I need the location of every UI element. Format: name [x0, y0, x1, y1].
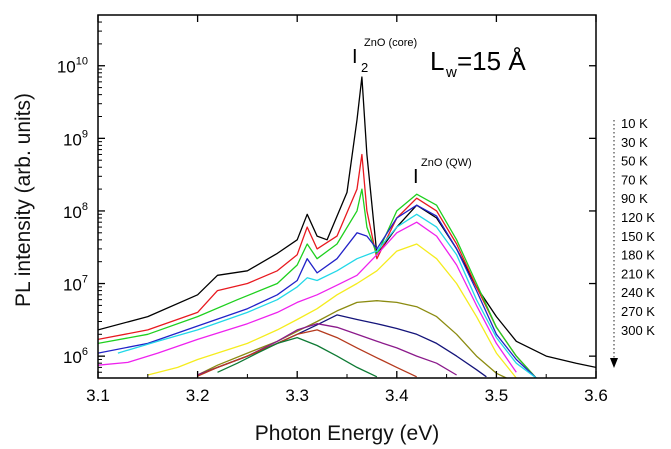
y-axis: 106 107 108 109 1010 — [57, 14, 596, 373]
legend-label: 240 K — [621, 285, 655, 300]
series-line-50k — [98, 188, 537, 378]
legend-label: 180 K — [621, 248, 655, 263]
lw-value: =15 Å — [457, 46, 526, 76]
legend-label: 50 K — [621, 154, 648, 169]
series-line-270k — [197, 329, 417, 378]
x-tick-label: 3.1 — [86, 386, 110, 405]
series-line-180k — [197, 300, 507, 378]
temperature-legend: 10 K 30 K 50 K 70 K 90 K 120 K 150 K 180 K 210 K… — [610, 116, 655, 368]
x-tick-label: 3.3 — [285, 386, 309, 405]
y-tick-label: 107 — [63, 274, 88, 295]
legend-label: 150 K — [621, 229, 655, 244]
core-peak-annotation: I 2 ZnO (core) — [352, 37, 417, 75]
x-axis: 3.1 3.2 3.3 3.4 3.5 3.6 — [86, 15, 608, 405]
series-line-70k — [98, 204, 537, 378]
core-peak-symbol: I — [352, 46, 358, 68]
qw-peak-annotation: I ZnO (QW) — [413, 157, 472, 188]
lw-subscript: w — [445, 64, 457, 81]
qw-peak-symbol: I — [413, 166, 419, 188]
x-tick-label: 3.6 — [584, 386, 608, 405]
legend-label: 10 K — [621, 116, 648, 131]
legend-arrow-head — [610, 358, 618, 368]
lw-symbol: L — [430, 46, 444, 76]
y-tick-label: 106 — [63, 346, 88, 367]
legend-label: 210 K — [621, 266, 655, 281]
legend-label: 270 K — [621, 304, 655, 319]
y-tick-label: 1010 — [57, 56, 88, 77]
qw-peak-superscript: ZnO (QW) — [421, 157, 472, 169]
y-tick-label: 109 — [63, 128, 88, 149]
core-peak-subscript: 2 — [361, 60, 368, 75]
series-line-300k — [217, 336, 378, 378]
y-axis-title: PL intensity (arb. units) — [12, 93, 35, 307]
spectra-curves — [98, 76, 596, 378]
core-peak-superscript: ZnO (core) — [364, 37, 417, 49]
series-line-10k — [98, 76, 596, 369]
legend-label: 120 K — [621, 210, 655, 225]
y-tick-label: 108 — [63, 201, 88, 222]
legend-label: 300 K — [621, 323, 655, 338]
x-tick-label: 3.2 — [186, 386, 210, 405]
well-width-label: L w =15 Å — [430, 46, 526, 81]
series-line-240k — [197, 323, 457, 376]
legend-label: 30 K — [621, 135, 648, 150]
x-axis-title: Photon Energy (eV) — [255, 422, 439, 445]
series-line-90k — [117, 213, 537, 378]
legend-label: 70 K — [621, 172, 648, 187]
series-line-120k — [98, 221, 517, 373]
x-tick-label: 3.5 — [485, 386, 509, 405]
series-line-150k — [147, 243, 517, 378]
x-tick-label: 3.4 — [385, 386, 409, 405]
series-line-30k — [98, 153, 537, 378]
legend-label: 90 K — [621, 191, 648, 206]
